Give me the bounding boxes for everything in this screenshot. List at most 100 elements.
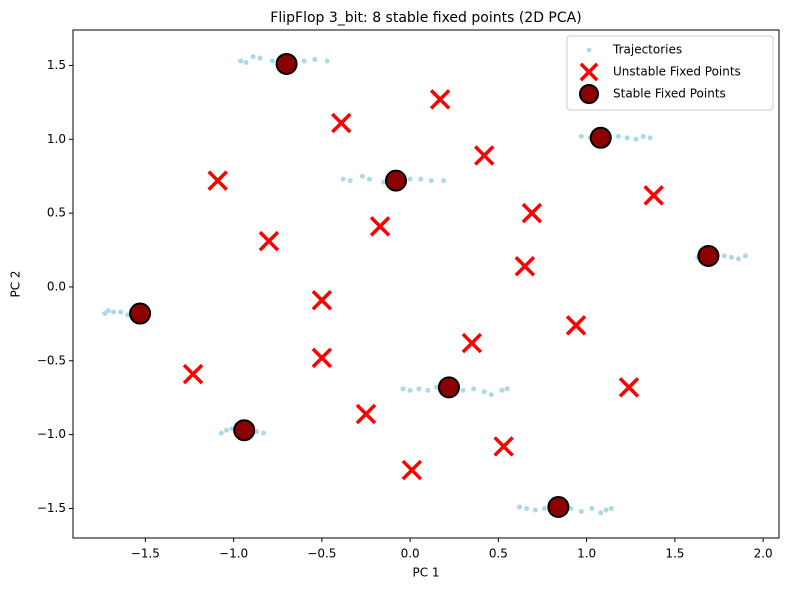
trajectory-point	[125, 312, 131, 318]
trajectory-point	[532, 507, 538, 513]
unstable-point	[474, 145, 495, 166]
unstable-point	[182, 363, 204, 385]
trajectory-point	[381, 179, 387, 185]
trajectory-point	[441, 178, 447, 184]
stable-point	[275, 52, 298, 75]
trajectory-point	[517, 504, 523, 510]
unstable-point	[514, 256, 536, 277]
trajectory-point	[416, 386, 422, 392]
unstable-point	[493, 436, 514, 457]
trajectory-point	[261, 430, 267, 436]
trajectory-point	[347, 178, 353, 184]
chart-title: FlipFlop 3_bit: 8 stable fixed points (2…	[270, 10, 581, 26]
trajectory-point	[118, 309, 124, 315]
trajectory-point	[312, 57, 318, 63]
unstable-point	[355, 403, 377, 425]
y-tick-label: −1.0	[37, 427, 66, 441]
trajectory-point	[250, 54, 256, 60]
x-tick-label: −0.5	[307, 547, 336, 561]
legend-marker	[586, 47, 592, 53]
x-tick-label: −1.5	[131, 547, 160, 561]
x-tick-label: 0.0	[401, 547, 420, 561]
stable-point	[589, 126, 612, 149]
legend-label: Stable Fixed Points	[613, 87, 726, 101]
trajectory-point	[243, 59, 249, 65]
legend-marker	[579, 62, 599, 82]
unstable-point	[618, 377, 640, 398]
unstable-point	[521, 202, 543, 224]
trajectory-point	[541, 505, 547, 511]
y-tick-label: −1.5	[37, 501, 66, 515]
stable-point	[697, 244, 720, 267]
trajectory-point	[633, 136, 639, 142]
trajectory-point	[598, 510, 604, 516]
trajectory-point	[568, 505, 574, 511]
unstable-point	[401, 459, 423, 481]
stable-point	[384, 169, 407, 192]
x-tick-label: 2.0	[754, 547, 773, 561]
trajectory-point	[608, 505, 614, 511]
trajectory-point	[578, 133, 584, 139]
unstable-point	[258, 230, 280, 252]
trajectory-point	[407, 176, 413, 182]
trajectory-point	[254, 429, 260, 435]
trajectory-point	[615, 133, 621, 139]
trajectory-point	[603, 507, 609, 513]
x-axis-label: PC 1	[412, 566, 439, 580]
trajectory-point	[471, 386, 477, 392]
stable-point	[437, 376, 460, 399]
trajectory-point	[728, 254, 734, 260]
y-tick-label: −0.5	[37, 353, 66, 367]
trajectory-point	[238, 58, 244, 64]
trajectory-point	[400, 386, 406, 392]
x-tick-label: 1.5	[665, 547, 684, 561]
unstable-point	[565, 315, 587, 336]
stable-point	[547, 495, 570, 518]
y-tick-label: 1.0	[47, 132, 66, 146]
stable-point	[129, 302, 152, 325]
trajectory-point	[434, 384, 440, 390]
y-tick-label: 0.0	[47, 279, 66, 293]
legend-box	[566, 35, 774, 111]
unstable-point	[331, 112, 352, 134]
trajectory-point	[425, 387, 431, 393]
y-tick-label: 0.5	[47, 206, 66, 220]
trajectory-point	[111, 309, 117, 315]
x-tick-label: −1.0	[219, 547, 248, 561]
trajectory-point	[359, 173, 365, 179]
trajectory-point	[418, 176, 424, 182]
trajectory-point	[301, 58, 307, 64]
unstable-point	[369, 216, 391, 237]
trajectory-point	[624, 135, 630, 141]
trajectory-point	[640, 133, 646, 139]
trajectory-point	[481, 389, 487, 395]
trajectory-point	[224, 427, 230, 433]
trajectory-point	[367, 176, 373, 182]
trajectory-point	[257, 55, 263, 61]
trajectory-point	[102, 311, 108, 317]
trajectory-point	[460, 387, 466, 393]
trajectory-point	[218, 430, 224, 436]
trajectory-point	[499, 387, 505, 393]
trajectory-point	[428, 178, 434, 184]
y-tick-label: 1.5	[47, 58, 66, 72]
x-tick-label: 0.5	[489, 547, 508, 561]
trajectory-point	[504, 386, 510, 392]
unstable-point	[429, 89, 451, 110]
stable-point	[233, 419, 256, 442]
legend-marker	[579, 84, 599, 104]
unstable-point	[207, 170, 228, 191]
trajectory-point	[407, 387, 413, 393]
y-axis-label: PC 2	[9, 270, 23, 297]
trajectory-point	[229, 426, 235, 432]
trajectory-point	[269, 58, 275, 64]
unstable-point	[311, 290, 333, 311]
legend-label: Unstable Fixed Points	[613, 65, 741, 79]
trajectory-point	[647, 135, 653, 141]
trajectory-point	[735, 256, 741, 262]
plot-frame	[72, 29, 780, 539]
trajectory-point	[488, 392, 494, 398]
unstable-point	[311, 347, 333, 369]
